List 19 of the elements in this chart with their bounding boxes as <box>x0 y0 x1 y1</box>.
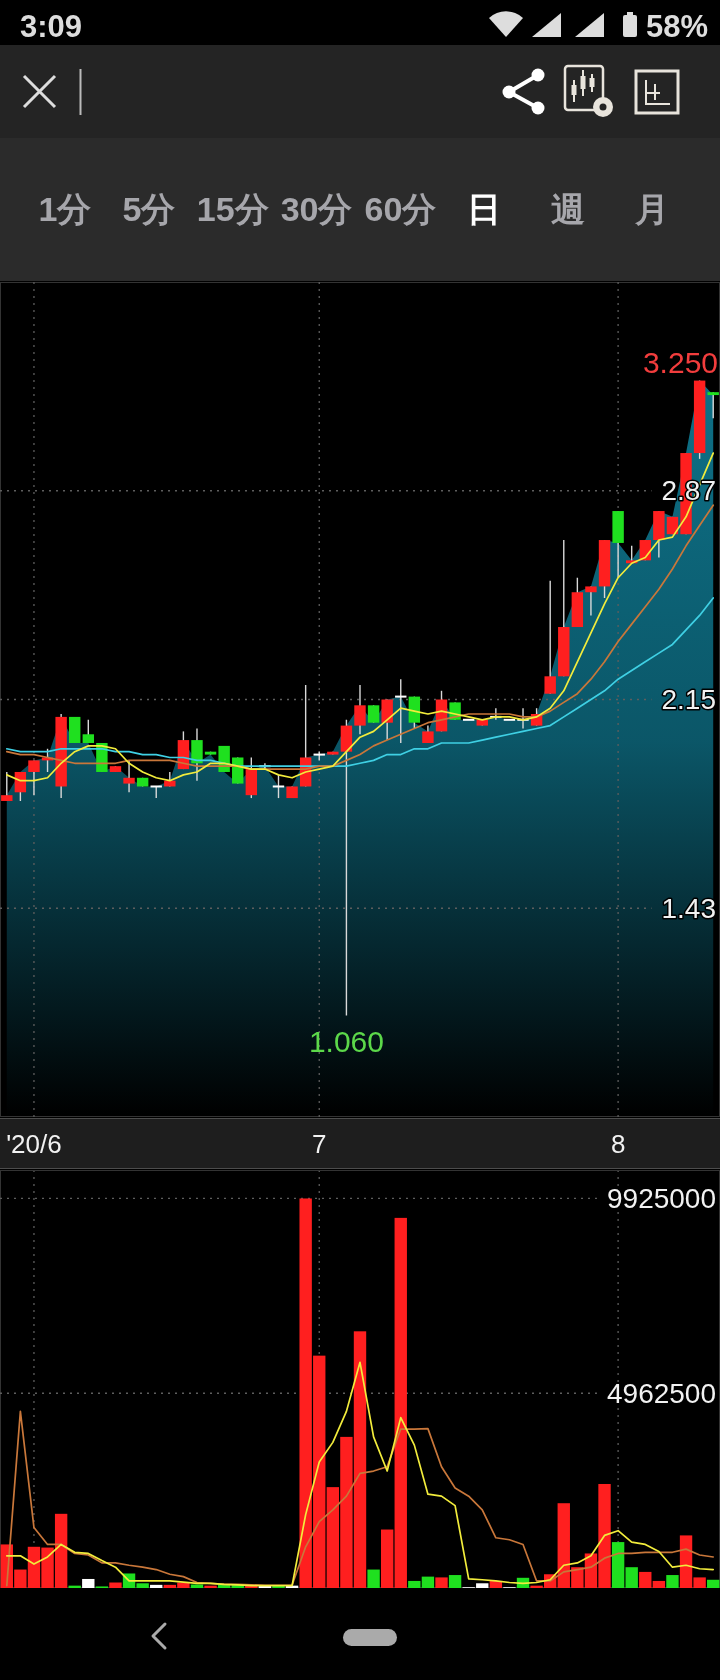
x-tick-label: '20/6 <box>6 1128 62 1159</box>
y-tick-label: 4962500 <box>606 1377 716 1409</box>
y-tick-label: 1.43 <box>661 892 716 924</box>
text: 月 <box>634 190 669 228</box>
text: 30分 <box>280 190 353 228</box>
y-tick-label: 9925000 <box>606 1182 716 1214</box>
text: 60分 <box>364 190 437 228</box>
x-tick-label: 7 <box>312 1128 327 1159</box>
text: 週 <box>551 190 586 228</box>
x-tick-label: 8 <box>610 1128 626 1159</box>
y-tick-label: 2.15 <box>661 684 716 715</box>
text: 58% <box>645 8 708 44</box>
text: 15分 <box>196 190 269 228</box>
annotation: 1.060 <box>308 1024 384 1058</box>
text: 1分 <box>38 190 92 228</box>
text: 日 <box>467 190 502 228</box>
annotation: 3.250 <box>642 345 718 379</box>
text: 3:09 <box>20 8 83 44</box>
text: 5分 <box>122 190 176 228</box>
